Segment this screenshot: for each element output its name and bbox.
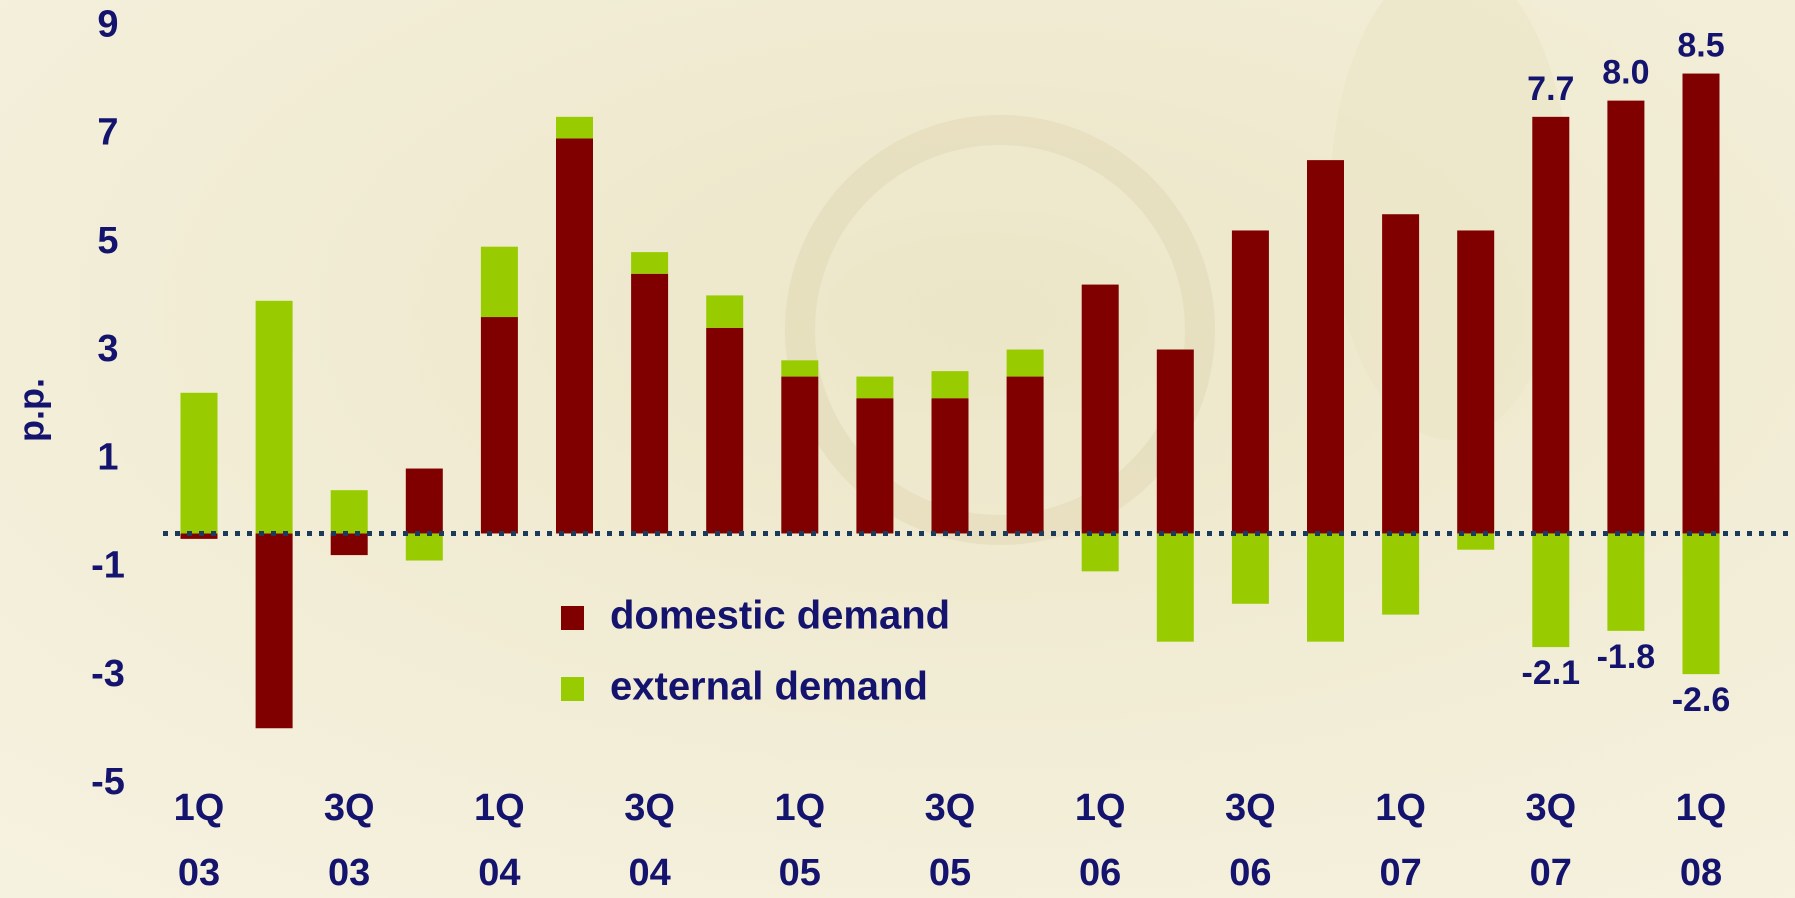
y-tick-label: -5 — [91, 761, 125, 803]
x-tick-label: 3Q — [324, 787, 375, 829]
bar — [180, 392, 218, 534]
x-tick-label: 06 — [1229, 852, 1271, 894]
bar — [180, 533, 218, 539]
background-decoration — [785, 115, 1215, 545]
y-tick-label: -1 — [91, 545, 125, 587]
bar — [556, 138, 593, 534]
x-tick-label: 1Q — [1676, 787, 1727, 829]
y-tick-label: -3 — [91, 653, 125, 695]
y-tick-label: 1 — [97, 436, 118, 478]
bar — [330, 533, 368, 556]
x-tick-label: 1Q — [174, 787, 225, 829]
bar — [1307, 533, 1344, 642]
legend-swatch — [561, 677, 584, 701]
x-tick-label: 1Q — [774, 787, 825, 829]
x-tick-label: 3Q — [1225, 787, 1276, 829]
x-tick-label: 03 — [178, 852, 220, 894]
bar — [1682, 533, 1720, 675]
x-tick-label: 06 — [1079, 852, 1121, 894]
x-tick-label: 1Q — [474, 787, 525, 829]
bar — [330, 490, 368, 534]
data-label: -1.8 — [1597, 638, 1656, 676]
y-tick-label: 9 — [97, 4, 118, 46]
bar — [781, 360, 819, 377]
bar — [405, 533, 443, 561]
bar — [1081, 284, 1119, 534]
x-tick-label: 05 — [779, 852, 821, 894]
bar — [781, 376, 819, 534]
bar — [1457, 230, 1495, 534]
y-tick-label: 5 — [97, 220, 118, 262]
bar — [856, 398, 894, 534]
bar — [556, 116, 593, 139]
x-tick-label: 3Q — [925, 787, 976, 829]
data-label: 8.5 — [1677, 27, 1724, 65]
bar — [631, 273, 669, 534]
bar — [631, 252, 669, 274]
bar — [1156, 533, 1194, 642]
bar — [1532, 533, 1570, 648]
bar — [480, 246, 518, 318]
bar — [255, 533, 293, 729]
bar — [706, 295, 744, 328]
bar — [1231, 533, 1269, 604]
bar — [856, 376, 894, 399]
bar — [1231, 230, 1269, 534]
bar — [1307, 160, 1344, 534]
bar — [1382, 214, 1420, 534]
x-tick-label: 04 — [478, 852, 520, 894]
x-tick-label: 04 — [628, 852, 670, 894]
y-tick-label: 7 — [97, 112, 118, 154]
x-tick-label: 3Q — [1525, 787, 1576, 829]
bar — [1156, 349, 1194, 534]
x-tick-label: 05 — [929, 852, 971, 894]
data-label: -2.1 — [1522, 654, 1581, 692]
x-tick-label: 1Q — [1075, 787, 1126, 829]
x-tick-label: 1Q — [1375, 787, 1426, 829]
bar — [405, 468, 443, 534]
bar — [480, 317, 518, 534]
data-label: 8.0 — [1602, 54, 1649, 92]
x-tick-label: 08 — [1680, 852, 1722, 894]
y-tick-label: 3 — [97, 328, 118, 370]
x-tick-label: 07 — [1379, 852, 1421, 894]
bar — [1006, 349, 1044, 377]
bar — [1532, 116, 1570, 534]
bar — [1682, 73, 1720, 534]
bar — [1006, 376, 1044, 534]
y-axis-label: p.p. — [11, 378, 52, 442]
bar — [931, 371, 969, 399]
bar — [706, 327, 744, 534]
legend-label: external demand — [610, 665, 928, 709]
bar — [931, 398, 969, 534]
x-tick-label: 03 — [328, 852, 370, 894]
bar — [1382, 533, 1420, 615]
data-label: -2.6 — [1672, 681, 1731, 719]
data-label: 7.7 — [1527, 70, 1574, 108]
bar — [1607, 533, 1645, 631]
x-tick-label: 07 — [1530, 852, 1572, 894]
bar — [255, 300, 293, 534]
bar — [1607, 100, 1645, 534]
legend-swatch — [561, 606, 584, 630]
bar — [1457, 533, 1495, 550]
legend-label: domestic demand — [610, 594, 950, 638]
bar — [1081, 533, 1119, 572]
x-tick-label: 3Q — [624, 787, 675, 829]
